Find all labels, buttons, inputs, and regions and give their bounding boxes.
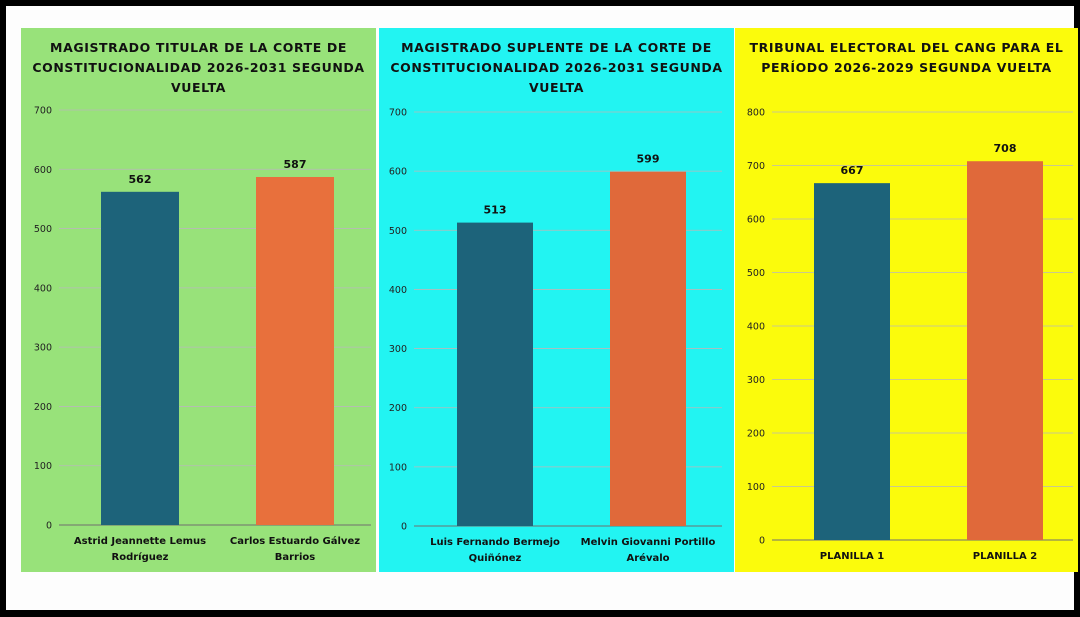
bar [256,176,334,525]
chart-tribunal: 0 100 200 300 400 500 600 700 800 667 PLANILLA 1 70… [747,108,1073,562]
y-tick-label: 0 [401,522,407,533]
data-label: 599 [637,153,660,166]
y-tick-label: 500 [747,268,765,279]
data-label: 587 [284,158,307,171]
chart-suplente: 0 100 200 300 400 500 600 700 513 Luis Fernando B… [389,108,722,564]
category-label: PLANILLA 1 [820,551,884,562]
bar [967,161,1043,540]
chart-panel-suplente: 0 100 200 300 400 500 600 700 513 Luis Fernando B… [379,28,734,572]
y-tick-label: 300 [389,344,407,355]
chart-panel-titular: 0 100 200 300 400 500 600 700 562 Astrid Jeannett… [21,28,376,572]
y-tick-label: 500 [389,226,407,237]
bar [101,191,179,526]
data-label: 708 [994,142,1017,155]
y-tick-label: 600 [389,167,407,178]
category-label: Astrid Jeannette Lemus [74,536,206,547]
y-tick-label: 800 [747,108,765,119]
y-tick-label: 700 [747,161,765,172]
y-tick-label: 700 [389,108,407,119]
y-tick-label: 400 [34,283,52,294]
chart-titular: 0 100 200 300 400 500 600 700 562 Astrid Jeannett… [34,106,371,563]
y-tick-label: 200 [747,429,765,440]
category-label: Quiñónez [469,552,522,564]
y-tick-label: 100 [34,461,52,472]
y-tick-label: 100 [747,482,765,493]
y-tick-label: 400 [389,285,407,296]
y-tick-label: 200 [34,402,52,413]
chart-title: TRIBUNAL ELECTORAL DEL CANG PARA EL PERÍ… [749,40,1064,75]
y-tick-label: 0 [759,536,765,547]
data-label: 667 [841,164,864,177]
y-tick-label: 300 [34,343,52,354]
category-label: Rodríguez [112,551,169,563]
category-label: PLANILLA 2 [973,551,1037,562]
bottom-strip [6,572,1074,610]
bar [457,222,533,526]
y-tick-label: 600 [34,165,52,176]
chart-title: MAGISTRADO TITULAR DE LA CORTE DE CONSTI… [32,40,365,95]
y-tick-label: 0 [46,521,52,532]
y-tick-label: 100 [389,462,407,473]
y-tick-label: 300 [747,375,765,386]
chart-panel-tribunal: 0 100 200 300 400 500 600 700 800 667 PLANILLA 1 70… [735,28,1078,572]
category-label: Carlos Estuardo Gálvez [230,535,360,547]
bar [610,171,686,526]
data-label: 562 [129,173,152,186]
category-label: Barrios [275,552,316,563]
data-label: 513 [484,204,507,217]
y-tick-label: 700 [34,106,52,117]
bar [814,183,890,540]
y-tick-label: 600 [747,215,765,226]
y-tick-label: 400 [747,322,765,333]
y-tick-label: 500 [34,224,52,235]
y-tick-label: 200 [389,403,407,414]
category-label: Arévalo [626,552,669,564]
category-label: Luis Fernando Bermejo [430,537,560,548]
chart-title: MAGISTRADO SUPLENTE DE LA CORTE DE CONST… [390,40,723,95]
category-label: Melvin Giovanni Portillo [581,537,716,548]
screen: 0 100 200 300 400 500 600 700 562 Astrid Jeannett… [6,6,1078,610]
